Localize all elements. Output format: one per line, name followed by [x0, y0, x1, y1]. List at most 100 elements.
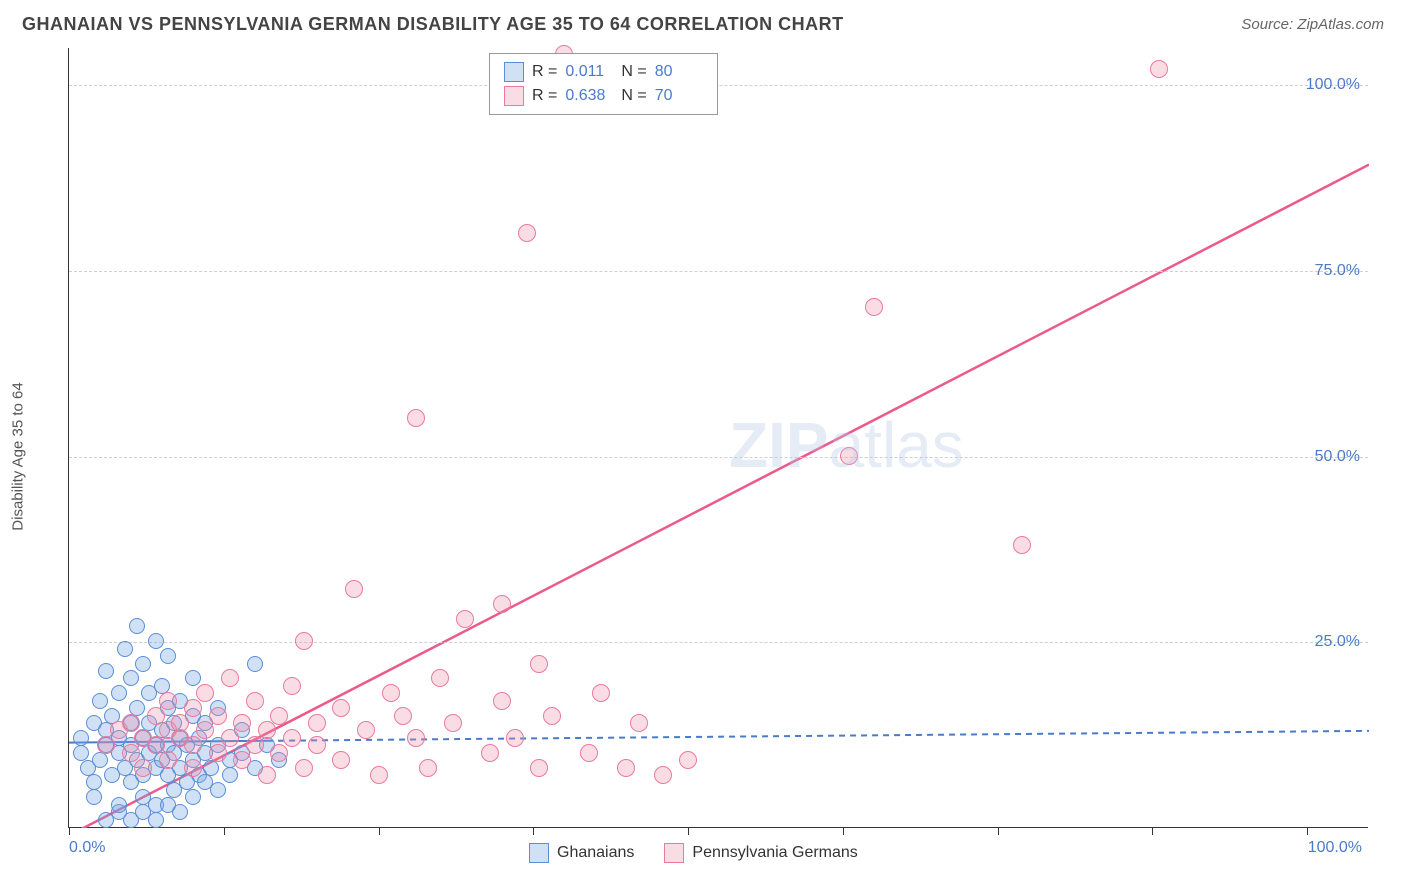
legend-row-pennsylvania: R = 0.638 N = 70 [504, 84, 703, 108]
chart-title: GHANAIAN VS PENNSYLVANIA GERMAN DISABILI… [22, 14, 844, 35]
data-point [73, 745, 89, 761]
legend-row-ghanaians: R = 0.011 N = 80 [504, 60, 703, 84]
x-min-label: 0.0% [69, 839, 105, 857]
data-point [160, 797, 176, 813]
data-point [196, 721, 214, 739]
data-point [506, 729, 524, 747]
data-point [283, 677, 301, 695]
data-point [493, 595, 511, 613]
x-tick [379, 827, 380, 835]
watermark: ZIPatlas [729, 408, 964, 482]
data-point [246, 692, 264, 710]
data-point [184, 736, 202, 754]
data-point [456, 610, 474, 628]
chart-container: Disability Age 35 to 64 ZIPatlas R = 0.0… [50, 48, 1380, 848]
x-tick [998, 827, 999, 835]
legend-item-pennsylvania: Pennsylvania Germans [664, 843, 857, 863]
data-point [419, 759, 437, 777]
data-point [431, 669, 449, 687]
data-point [493, 692, 511, 710]
data-point [630, 714, 648, 732]
data-point [246, 736, 264, 754]
data-point [111, 797, 127, 813]
data-point [270, 744, 288, 762]
y-tick-label: 75.0% [1315, 262, 1360, 280]
x-tick [224, 827, 225, 835]
data-point [518, 224, 536, 242]
data-point [345, 580, 363, 598]
legend-swatch-pink [504, 86, 524, 106]
data-point [283, 729, 301, 747]
data-point [86, 789, 102, 805]
gridline [69, 642, 1368, 643]
data-point [209, 744, 227, 762]
data-point [184, 759, 202, 777]
legend-item-ghanaians: Ghanaians [529, 843, 634, 863]
data-point [111, 685, 127, 701]
data-point [92, 693, 108, 709]
x-tick [843, 827, 844, 835]
data-point [122, 744, 140, 762]
data-point [407, 729, 425, 747]
data-point [592, 684, 610, 702]
data-point [394, 707, 412, 725]
data-point [270, 707, 288, 725]
data-point [196, 684, 214, 702]
data-point [258, 721, 276, 739]
x-tick [69, 827, 70, 835]
data-point [184, 699, 202, 717]
x-tick [1307, 827, 1308, 835]
legend-swatch-pink-icon [664, 843, 684, 863]
correlation-legend: R = 0.011 N = 80 R = 0.638 N = 70 [489, 53, 718, 115]
data-point [332, 699, 350, 717]
source-attribution: Source: ZipAtlas.com [1241, 16, 1384, 33]
data-point [221, 729, 239, 747]
y-tick-label: 100.0% [1306, 76, 1360, 94]
data-point [73, 730, 89, 746]
data-point [295, 632, 313, 650]
data-point [147, 707, 165, 725]
data-point [840, 447, 858, 465]
data-point [332, 751, 350, 769]
data-point [171, 714, 189, 732]
data-point [222, 767, 238, 783]
data-point [92, 752, 108, 768]
data-point [148, 633, 164, 649]
legend-swatch-blue-icon [529, 843, 549, 863]
data-point [160, 648, 176, 664]
data-point [580, 744, 598, 762]
data-point [530, 655, 548, 673]
gridline [69, 271, 1368, 272]
y-tick-label: 50.0% [1315, 448, 1360, 466]
data-point [1013, 536, 1031, 554]
data-point [258, 766, 276, 784]
y-tick-label: 25.0% [1315, 633, 1360, 651]
data-point [98, 812, 114, 828]
data-point [617, 759, 635, 777]
data-point [295, 759, 313, 777]
data-point [129, 618, 145, 634]
data-point [86, 774, 102, 790]
data-point [865, 298, 883, 316]
data-point [159, 692, 177, 710]
scatter-plot-area: ZIPatlas R = 0.011 N = 80 R = 0.638 N = … [68, 48, 1368, 828]
legend-swatch-blue [504, 62, 524, 82]
y-axis-label: Disability Age 35 to 64 [10, 382, 27, 530]
data-point [134, 759, 152, 777]
x-tick [688, 827, 689, 835]
data-point [135, 656, 151, 672]
data-point [210, 782, 226, 798]
data-point [209, 707, 227, 725]
data-point [185, 789, 201, 805]
data-point [221, 669, 239, 687]
gridline [69, 457, 1368, 458]
data-point [233, 751, 251, 769]
data-point [185, 670, 201, 686]
x-tick [1152, 827, 1153, 835]
data-point [444, 714, 462, 732]
data-point [123, 670, 139, 686]
x-tick [533, 827, 534, 835]
data-point [247, 656, 263, 672]
data-point [1150, 60, 1168, 78]
x-max-label: 100.0% [1308, 839, 1362, 857]
